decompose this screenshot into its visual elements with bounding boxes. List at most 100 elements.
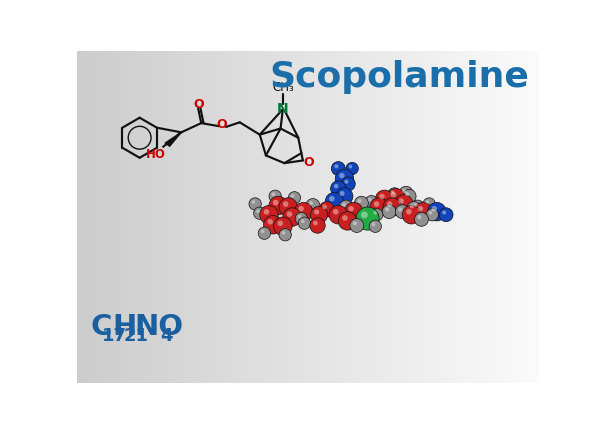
Circle shape xyxy=(254,208,266,220)
Bar xyxy=(215,52,220,383)
Bar xyxy=(527,52,532,383)
Circle shape xyxy=(410,201,425,215)
Text: HO: HO xyxy=(146,148,166,161)
Circle shape xyxy=(375,190,394,209)
Circle shape xyxy=(405,193,409,197)
Bar xyxy=(103,52,108,383)
Bar xyxy=(176,52,181,383)
Bar xyxy=(311,52,316,383)
Circle shape xyxy=(268,219,273,225)
Text: 4: 4 xyxy=(160,326,173,344)
Circle shape xyxy=(279,198,298,217)
Circle shape xyxy=(339,173,344,179)
Bar xyxy=(304,52,308,383)
Bar xyxy=(327,52,331,383)
Circle shape xyxy=(399,187,413,201)
Circle shape xyxy=(263,209,269,215)
Circle shape xyxy=(346,163,358,175)
Bar xyxy=(77,52,81,383)
Text: H: H xyxy=(113,313,137,341)
Circle shape xyxy=(298,215,301,219)
Bar xyxy=(96,52,100,383)
Circle shape xyxy=(414,203,432,221)
Circle shape xyxy=(291,194,295,198)
Circle shape xyxy=(331,162,345,176)
Bar xyxy=(262,52,266,383)
Bar xyxy=(350,52,355,383)
Bar xyxy=(466,52,470,383)
Bar xyxy=(273,52,277,383)
Bar xyxy=(473,52,478,383)
Bar xyxy=(454,52,458,383)
Circle shape xyxy=(350,219,364,233)
Bar xyxy=(200,52,205,383)
Circle shape xyxy=(313,221,317,226)
Circle shape xyxy=(356,208,379,230)
Bar xyxy=(269,52,274,383)
Circle shape xyxy=(261,230,265,233)
Circle shape xyxy=(338,212,357,230)
Bar xyxy=(154,52,158,383)
Bar xyxy=(477,52,482,383)
Bar xyxy=(461,52,466,383)
Bar xyxy=(277,52,281,383)
Bar xyxy=(450,52,455,383)
Bar xyxy=(323,52,328,383)
Bar xyxy=(223,52,227,383)
Circle shape xyxy=(361,212,368,219)
Circle shape xyxy=(431,206,437,212)
Circle shape xyxy=(263,216,282,234)
Bar xyxy=(281,52,285,383)
Bar xyxy=(500,52,505,383)
Bar xyxy=(365,52,370,383)
Bar xyxy=(531,52,535,383)
Circle shape xyxy=(269,197,287,215)
Bar xyxy=(508,52,512,383)
Circle shape xyxy=(379,194,385,200)
Circle shape xyxy=(295,203,313,221)
Bar xyxy=(342,52,347,383)
Circle shape xyxy=(251,201,255,204)
Bar xyxy=(88,52,92,383)
Bar xyxy=(188,52,193,383)
Bar xyxy=(235,52,239,383)
Circle shape xyxy=(273,200,278,206)
Bar xyxy=(157,52,162,383)
Bar xyxy=(254,52,258,383)
Bar xyxy=(123,52,127,383)
Circle shape xyxy=(406,209,412,215)
Bar xyxy=(288,52,293,383)
Polygon shape xyxy=(165,133,181,147)
Bar xyxy=(446,52,451,383)
Bar xyxy=(442,52,447,383)
Bar xyxy=(388,52,393,383)
Circle shape xyxy=(391,191,395,195)
Circle shape xyxy=(349,165,352,169)
Circle shape xyxy=(370,198,388,217)
Bar xyxy=(412,52,416,383)
Bar xyxy=(130,52,135,383)
Bar xyxy=(142,52,146,383)
Circle shape xyxy=(371,223,376,227)
Bar xyxy=(504,52,508,383)
Circle shape xyxy=(402,190,416,204)
Circle shape xyxy=(385,208,389,212)
Bar xyxy=(138,52,143,383)
Bar xyxy=(181,52,185,383)
Circle shape xyxy=(340,191,344,197)
Circle shape xyxy=(415,213,428,227)
Bar xyxy=(400,52,404,383)
Bar xyxy=(419,52,424,383)
Bar xyxy=(92,52,97,383)
Bar xyxy=(439,52,443,383)
Bar xyxy=(392,52,397,383)
Circle shape xyxy=(373,212,377,215)
Circle shape xyxy=(388,188,401,202)
Text: 17: 17 xyxy=(102,326,127,344)
Bar xyxy=(250,52,254,383)
Circle shape xyxy=(398,208,403,212)
Bar xyxy=(496,52,501,383)
Circle shape xyxy=(272,193,275,197)
Circle shape xyxy=(309,202,313,206)
Circle shape xyxy=(355,197,368,211)
